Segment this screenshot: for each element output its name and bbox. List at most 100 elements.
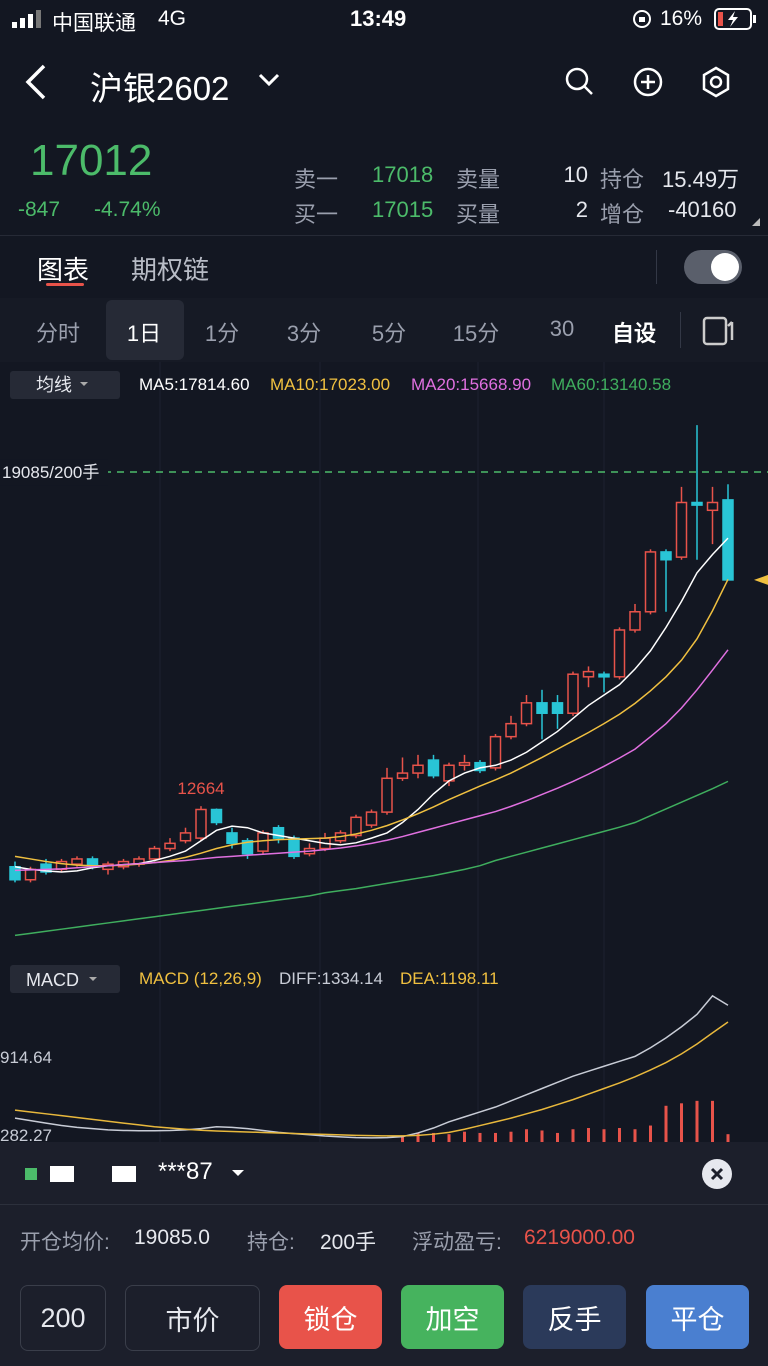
candle-body — [660, 551, 672, 561]
buy-vol: 2 — [575, 197, 588, 222]
contract-title[interactable]: 沪银2602 — [90, 70, 230, 107]
short-button[interactable]: 加空 — [401, 1285, 504, 1349]
search-icon[interactable] — [564, 66, 594, 101]
lock-icon — [632, 9, 652, 34]
account-id[interactable]: ***87 — [158, 1158, 213, 1185]
oi-change: -40160 — [668, 197, 737, 222]
macd-bar — [401, 1135, 404, 1142]
diff-line — [14, 994, 729, 1139]
reverse-button[interactable]: 反手 — [523, 1285, 626, 1349]
period-tab[interactable]: 15分 — [452, 321, 500, 346]
candle-body — [458, 761, 471, 767]
ma-button[interactable] — [10, 371, 120, 399]
candle-body — [396, 772, 409, 780]
tab-options[interactable]: 期权链 — [131, 255, 210, 285]
close-position-button[interactable]: 平仓 — [646, 1285, 749, 1349]
period-tab[interactable]: 分时 — [35, 321, 81, 346]
kline-chart: 均线 MA5:17814.60 MA10:17023.00 MA20:15668.90… — [0, 362, 768, 1142]
ma-legend: MA20:15668.90 — [411, 375, 531, 394]
candle-body — [706, 501, 719, 512]
macd-caret — [89, 977, 97, 981]
position-label-bg — [0, 459, 108, 486]
title-chevron[interactable] — [258, 72, 280, 93]
macd-bar — [525, 1129, 528, 1142]
candle-body — [722, 499, 734, 581]
macd-params: MACD (12,26,9) — [139, 969, 262, 988]
candle-body — [257, 832, 269, 852]
qty-input[interactable]: 200 — [20, 1285, 106, 1351]
oi-change-label: 增仓 — [600, 202, 645, 227]
macd-bar — [618, 1128, 621, 1142]
candle-body — [272, 826, 285, 839]
macd-button[interactable] — [10, 965, 120, 993]
pnl-label: 浮动盈亏: — [412, 1231, 502, 1254]
period-tab[interactable]: 5分 — [371, 321, 407, 346]
tab-chart[interactable]: 图表 — [37, 255, 90, 285]
position: 200手 — [320, 1231, 377, 1254]
macd-bar — [711, 1100, 714, 1142]
corner-mark — [752, 218, 760, 226]
macd-bar — [447, 1134, 451, 1142]
candle-body — [675, 501, 688, 558]
tab-underline — [46, 283, 84, 286]
candle-body — [644, 551, 657, 613]
candle-body — [489, 735, 502, 769]
add-icon[interactable] — [632, 66, 664, 103]
candle-body — [551, 702, 564, 714]
macd-bar — [571, 1129, 575, 1142]
price-change-pct: -4.74% — [94, 198, 161, 221]
clock: 13:49 — [350, 6, 407, 31]
macd-button-label: MACD — [26, 970, 79, 990]
pnl: 6219000.00 — [524, 1226, 635, 1249]
sell-vol-label: 卖量 — [456, 167, 501, 192]
candle-body — [71, 858, 83, 865]
macd-bar — [540, 1130, 544, 1142]
settings-icon[interactable] — [700, 66, 732, 103]
back-button[interactable] — [20, 62, 50, 107]
price-type[interactable]: 市价 — [125, 1285, 260, 1351]
divider — [0, 235, 768, 236]
divider — [0, 1204, 768, 1205]
macd-bar — [463, 1131, 466, 1142]
lock-button[interactable]: 锁仓 — [279, 1285, 382, 1349]
period-tab[interactable]: 1分 — [204, 321, 240, 346]
ma-line — [14, 780, 729, 937]
buy-vol-label: 买量 — [456, 202, 501, 227]
candle-body — [365, 811, 378, 826]
candle-body — [288, 837, 300, 858]
candle-body — [582, 670, 595, 678]
period-tab[interactable]: 1日 — [126, 321, 162, 346]
candle-body — [24, 868, 37, 881]
redacted — [112, 1166, 136, 1182]
macd-tick-label: 914.64 — [0, 1048, 52, 1067]
candle-body — [412, 764, 424, 774]
avg-label: 开仓均价: — [20, 1231, 110, 1254]
candle-body — [241, 839, 254, 855]
period-tab[interactable]: 自设 — [611, 321, 657, 346]
macd-bar — [478, 1132, 482, 1142]
ma-legend: MA5:17814.60 — [139, 375, 250, 394]
signal-icon — [12, 10, 46, 33]
position-label: 19085/200手 — [2, 463, 99, 482]
ma-line — [14, 649, 729, 872]
candle-body — [505, 722, 517, 738]
macd-bar — [726, 1134, 730, 1142]
battery-icon — [714, 8, 758, 35]
candle-body — [520, 702, 533, 725]
candle-body — [9, 865, 21, 881]
divider — [680, 312, 681, 348]
candle-body — [350, 816, 362, 837]
candle-body — [613, 629, 626, 678]
period-tab[interactable]: 3分 — [286, 321, 322, 346]
macd-bar — [680, 1103, 683, 1142]
layout-icon[interactable] — [702, 316, 736, 351]
macd-bar — [633, 1129, 637, 1142]
oi-label: 持仓 — [600, 167, 645, 192]
candle-body — [148, 847, 161, 860]
close-button[interactable] — [702, 1159, 732, 1189]
account-caret[interactable] — [232, 1170, 244, 1176]
toggle[interactable] — [684, 250, 742, 284]
macd-bar — [649, 1125, 652, 1142]
period-tab[interactable]: 30 — [549, 316, 575, 341]
